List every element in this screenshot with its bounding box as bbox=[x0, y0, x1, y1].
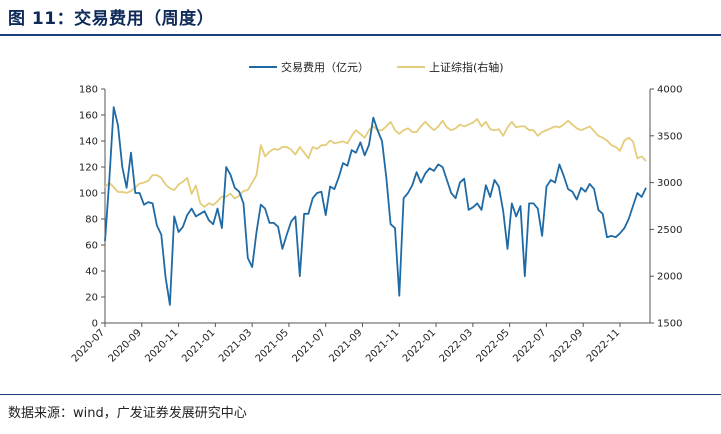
x-tick-label: 2022-09 bbox=[548, 327, 585, 364]
y-left-tick-label: 60 bbox=[85, 241, 98, 252]
x-tick-label: 2020-11 bbox=[143, 327, 180, 364]
x-tick-label: 2022-03 bbox=[438, 327, 475, 364]
y-left-tick-label: 140 bbox=[79, 137, 98, 148]
y-left-tick-label: 80 bbox=[85, 215, 98, 226]
x-tick-label: 2022-05 bbox=[474, 327, 511, 364]
y-right-tick-label: 3000 bbox=[657, 178, 682, 189]
x-tick-label: 2020-09 bbox=[107, 327, 144, 364]
y-left-tick-label: 0 bbox=[92, 319, 98, 330]
y-right-tick-label: 1500 bbox=[657, 319, 682, 330]
series-line-index bbox=[104, 118, 647, 208]
y-right-tick-label: 4000 bbox=[657, 85, 682, 96]
legend-label-fee: 交易费用（亿元） bbox=[281, 60, 369, 74]
y-left-tick-label: 160 bbox=[79, 111, 98, 122]
source-note: 数据来源：wind，广发证券发展研究中心 bbox=[8, 406, 247, 421]
x-tick-label: 2022-01 bbox=[401, 327, 438, 364]
legend-label-index: 上证综指(右轴) bbox=[429, 60, 504, 74]
x-tick-label: 2022-07 bbox=[511, 327, 548, 364]
y-left-tick-label: 40 bbox=[85, 267, 98, 278]
x-axis-ticks: 2020-07 2020-09 2020-11 2021-01 2021-03 2021-… bbox=[70, 323, 622, 365]
x-tick-label: 2021-01 bbox=[180, 327, 217, 364]
y-axis-right-ticks: 1500 2000 2500 3000 3500 4000 bbox=[650, 85, 682, 330]
title-divider bbox=[0, 34, 721, 36]
y-left-tick-label: 20 bbox=[85, 293, 98, 304]
y-left-tick-label: 180 bbox=[79, 85, 98, 96]
footer-divider bbox=[0, 394, 721, 395]
figure-title: 图 11：交易费用（周度） bbox=[8, 9, 215, 29]
x-tick-label: 2020-07 bbox=[70, 327, 107, 364]
x-tick-label: 2022-11 bbox=[585, 327, 622, 364]
x-tick-label: 2021-07 bbox=[291, 327, 328, 364]
y-axis-left-ticks: 0 20 40 60 80 100 120 140 160 180 bbox=[79, 85, 105, 330]
legend: 交易费用（亿元） 上证综指(右轴) bbox=[249, 60, 504, 74]
x-tick-label: 2021-03 bbox=[217, 327, 254, 364]
y-right-tick-label: 2000 bbox=[657, 272, 682, 283]
x-tick-label: 2021-11 bbox=[364, 327, 401, 364]
series-line-fee bbox=[104, 106, 647, 306]
x-tick-label: 2021-09 bbox=[327, 327, 364, 364]
x-tick-label: 2021-05 bbox=[254, 327, 291, 364]
y-right-tick-label: 3500 bbox=[657, 131, 682, 142]
y-right-tick-label: 2500 bbox=[657, 225, 682, 236]
y-left-tick-label: 120 bbox=[79, 163, 98, 174]
y-left-tick-label: 100 bbox=[79, 189, 98, 200]
series-layer bbox=[104, 106, 647, 306]
